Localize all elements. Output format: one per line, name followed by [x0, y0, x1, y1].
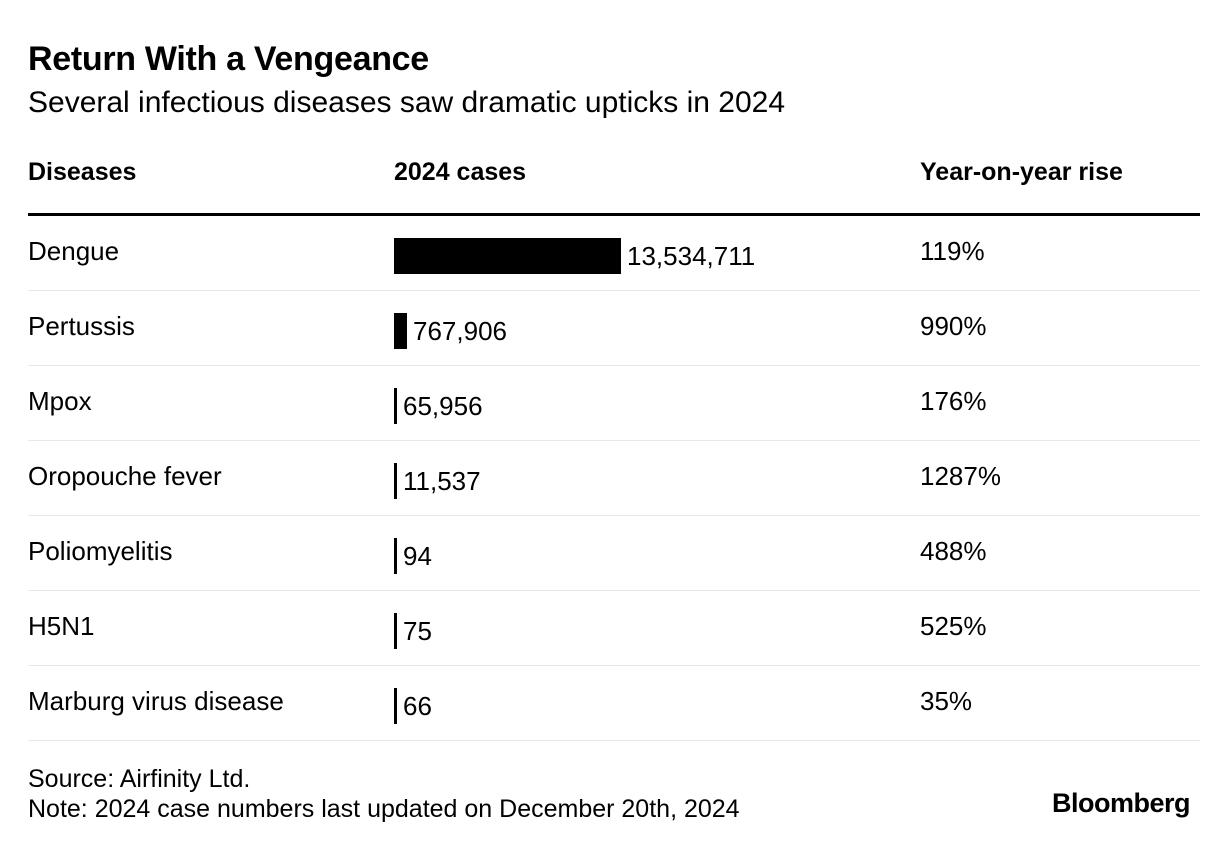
header-cases: 2024 cases: [394, 158, 527, 186]
row-divider: [28, 290, 1200, 291]
table-row: Oropouche fever 11,537 1287%: [28, 441, 1200, 516]
chart-subtitle: Several infectious diseases saw dramatic…: [28, 86, 786, 119]
row-divider: [28, 590, 1200, 591]
row-divider: [28, 365, 1200, 366]
rise-value: 488%: [920, 536, 987, 566]
cases-bar: [394, 313, 407, 349]
cases-label: 94: [403, 541, 432, 571]
rise-value: 990%: [920, 311, 987, 341]
disease-name: Mpox: [28, 386, 92, 416]
cases-bar: [394, 238, 621, 274]
rise-value: 119%: [920, 236, 985, 266]
rise-value: 1287%: [920, 461, 1001, 491]
row-divider: [28, 440, 1200, 441]
cases-bar: [394, 613, 397, 649]
table-row: Mpox 65,956 176%: [28, 366, 1200, 441]
table-row: Dengue 13,534,711 119%: [28, 216, 1200, 291]
table-row: Pertussis 767,906 990%: [28, 291, 1200, 366]
disease-name: Oropouche fever: [28, 461, 222, 491]
row-divider: [28, 740, 1200, 741]
cases-label: 66: [403, 691, 432, 721]
disease-name: Pertussis: [28, 311, 135, 341]
table-row: Poliomyelitis 94 488%: [28, 516, 1200, 591]
cases-label: 13,534,711: [627, 241, 756, 271]
rise-value: 35%: [920, 686, 973, 716]
header-rise: Year-on-year rise: [920, 158, 1123, 186]
footer-notes: Source: Airfinity Ltd. Note: 2024 case n…: [28, 764, 740, 824]
disease-name: Poliomyelitis: [28, 536, 173, 566]
cases-label: 11,537: [403, 466, 481, 496]
cases-label: 65,956: [403, 391, 483, 421]
cases-label: 75: [403, 616, 432, 646]
rise-value: 525%: [920, 611, 987, 641]
source-text: Source: Airfinity Ltd.: [28, 765, 251, 793]
table-row: H5N1 75 525%: [28, 591, 1200, 666]
disease-name: Dengue: [28, 236, 120, 266]
note-text: Note: 2024 case numbers last updated on …: [28, 795, 740, 823]
cases-bar: [394, 688, 397, 724]
row-divider: [28, 665, 1200, 666]
table-row: Marburg virus disease 66 35%: [28, 666, 1200, 741]
chart-title: Return With a Vengeance: [28, 40, 429, 78]
cases-label: 767,906: [413, 316, 507, 346]
cases-bar: [394, 463, 397, 499]
row-divider: [28, 515, 1200, 516]
header-diseases: Diseases: [28, 158, 137, 186]
rise-value: 176%: [920, 386, 987, 416]
cases-bar: [394, 538, 397, 574]
bloomberg-logo: Bloomberg: [1051, 788, 1191, 818]
disease-name: H5N1: [28, 611, 95, 641]
cases-bar: [394, 388, 397, 424]
disease-name: Marburg virus disease: [28, 686, 284, 716]
header-rule: [28, 213, 1200, 216]
